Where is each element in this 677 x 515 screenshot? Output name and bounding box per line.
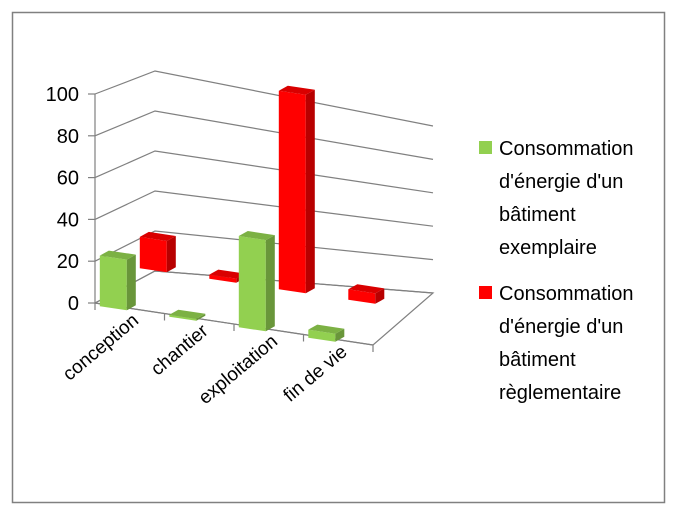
y-tick-label-80: 80 — [57, 126, 79, 148]
y-tick-label-100: 100 — [46, 84, 79, 106]
bar-side-exemplaire-1 — [196, 313, 206, 321]
legend-text-0-line-2: bâtiment — [499, 204, 576, 226]
bar-front-exemplaire-3 — [308, 329, 336, 342]
bar-front-exemplaire-0 — [99, 255, 127, 311]
legend-text-0-line-3: exemplaire — [499, 237, 597, 259]
bar-front-reglementaire-1 — [209, 274, 237, 283]
bar-reglementaire-0 — [139, 231, 176, 273]
bar-side-reglementaire-2 — [305, 89, 315, 294]
bar-top-exemplaire-3 — [308, 324, 345, 334]
bar-exemplaire-1 — [169, 309, 206, 321]
legend-text-1-line-3: règlementaire — [499, 382, 621, 404]
y-tick-label-20: 20 — [57, 251, 79, 273]
bar-top-exemplaire-1 — [169, 309, 206, 319]
y-tick-label-60: 60 — [57, 168, 79, 190]
y-tick-label-0: 0 — [68, 293, 79, 315]
bar-top-reglementaire-3 — [348, 284, 385, 294]
bar-side-exemplaire-2 — [265, 235, 275, 332]
bar-top-exemplaire-2 — [238, 231, 275, 241]
gridline-60 — [94, 150, 434, 194]
bar-side-reglementaire-3 — [375, 288, 385, 304]
bar-top-reglementaire-1 — [209, 269, 246, 279]
legend-text-1-line-2: bâtiment — [499, 349, 576, 371]
legend-swatch-exemplaire — [479, 141, 492, 154]
legend: Consommation d'énergie d'un bâtiment exempl… — [479, 138, 634, 404]
bar-exemplaire-2 — [238, 231, 275, 332]
bar-front-reglementaire-2 — [278, 90, 306, 294]
bar-top-exemplaire-0 — [99, 250, 136, 260]
legend-label-exemplaire: Consommation d'énergie d'un bâtiment exempl… — [499, 138, 634, 259]
bar-top-reglementaire-2 — [278, 85, 315, 95]
legend-label-reglementaire: Consommation d'énergie d'un bâtiment règlem… — [499, 283, 634, 404]
bar-top-reglementaire-0 — [139, 231, 176, 241]
bar-front-reglementaire-3 — [348, 289, 376, 304]
bar-exemplaire-3 — [308, 324, 345, 342]
bar-front-reglementaire-0 — [139, 236, 167, 273]
legend-text-0-line-0: Consommation — [499, 138, 634, 160]
bar-side-exemplaire-3 — [335, 328, 345, 342]
bar-front-exemplaire-1 — [169, 314, 197, 321]
bar-exemplaire-0 — [99, 250, 136, 311]
legend-swatch-reglementaire — [479, 286, 492, 299]
gridline-100 — [94, 70, 434, 127]
y-tick-label-40: 40 — [57, 209, 79, 231]
bar-front-exemplaire-2 — [238, 236, 266, 332]
bar-side-exemplaire-0 — [126, 254, 136, 311]
legend-text-1-line-0: Consommation — [499, 283, 634, 305]
bar-reglementaire-2 — [278, 85, 315, 294]
gridline-20 — [94, 230, 434, 262]
legend-text-0-line-1: d'énergie d'un — [499, 171, 623, 193]
gridline-40 — [94, 190, 434, 227]
bar-reglementaire-3 — [348, 284, 385, 304]
gridline-80 — [94, 110, 434, 160]
legend-text-1-line-1: d'énergie d'un — [499, 316, 623, 338]
bar-side-reglementaire-0 — [166, 236, 176, 273]
